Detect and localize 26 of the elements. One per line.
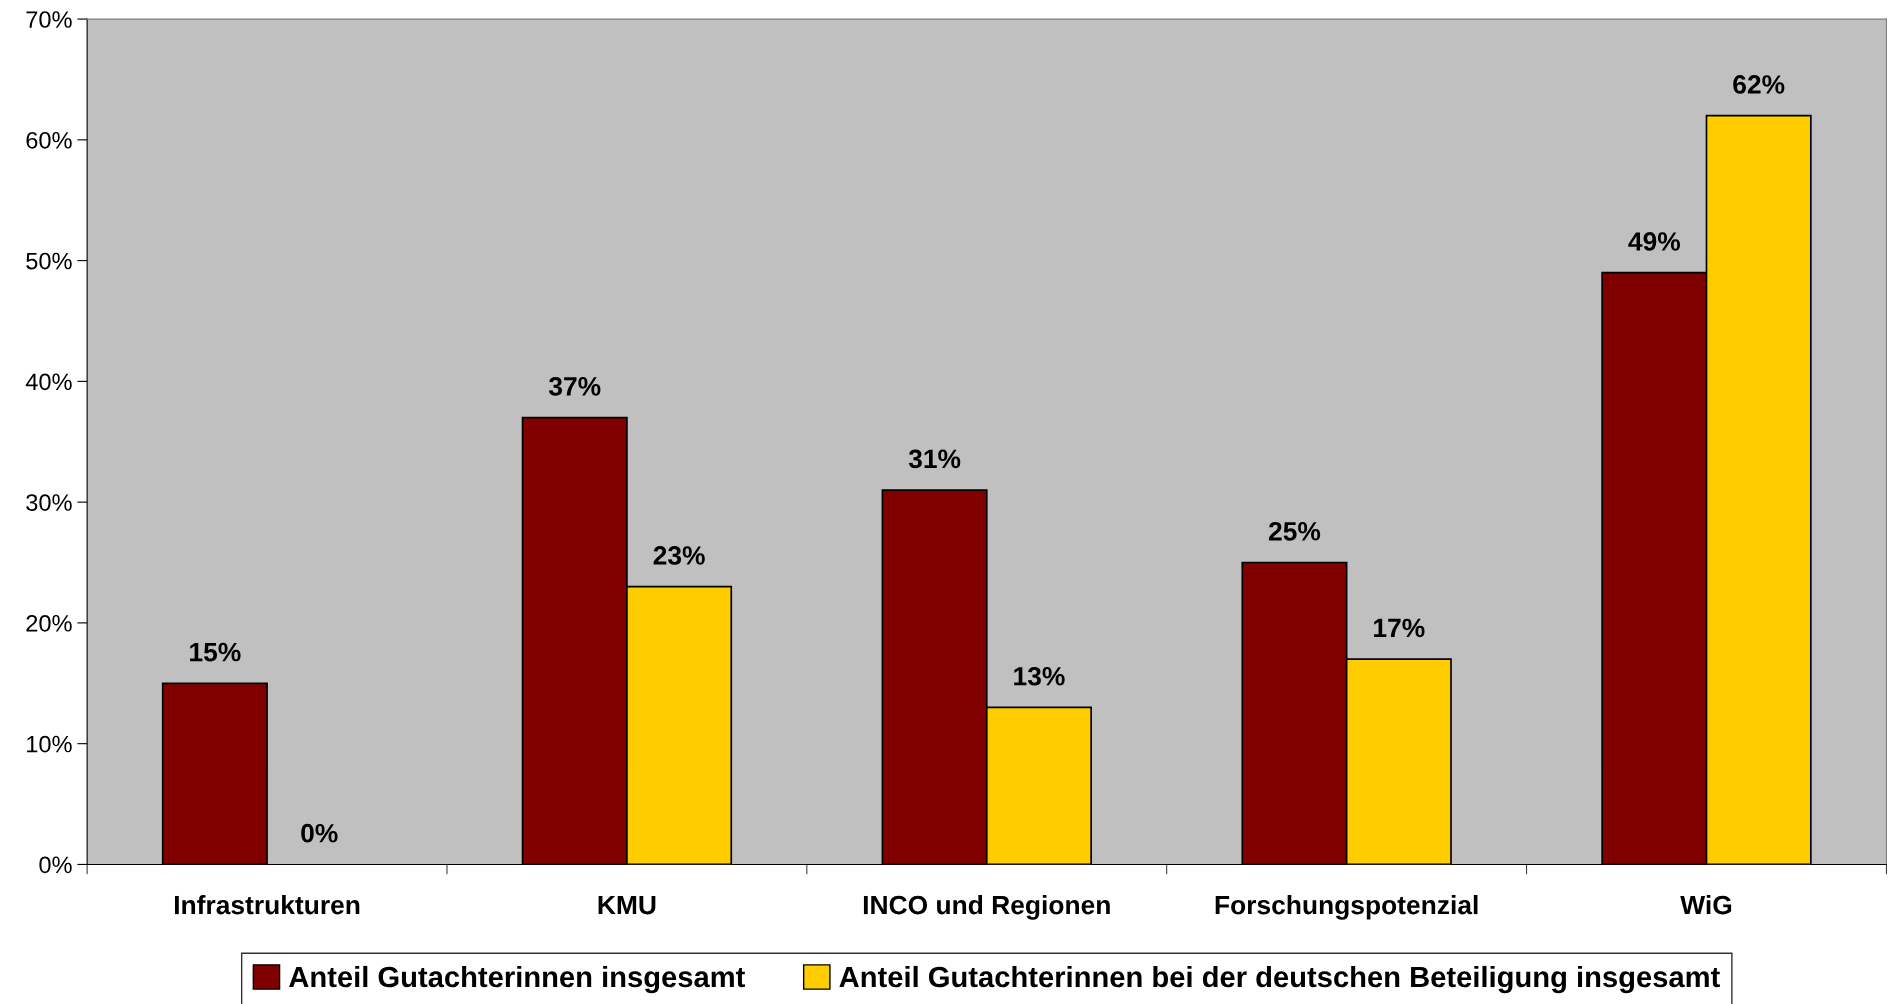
- y-tick-label: 60%: [26, 131, 72, 149]
- text: 37%: [548, 377, 601, 396]
- y-tick-label: 70%: [26, 11, 72, 28]
- x-tick-label: Forschungspotenzial: [1215, 895, 1478, 920]
- bar: [161, 682, 268, 865]
- y-tick-label: 40%: [25, 373, 72, 391]
- text: 25%: [1268, 521, 1321, 541]
- x-tick-label: WiG: [1680, 895, 1732, 915]
- y-tick-label: 20%: [26, 614, 72, 632]
- text: 49%: [1628, 232, 1681, 251]
- text: 17%: [1374, 618, 1425, 638]
- y-tick-label: 10%: [27, 735, 72, 753]
- text: 13%: [1014, 666, 1065, 686]
- legend-label: Anteil Gutachterinnen bei der deutschen Beteiligung insgesamt: [839, 965, 1720, 994]
- legend-label: Anteil Gutachterinnen insgesamt: [289, 965, 745, 994]
- text: 62%: [1733, 75, 1785, 94]
- y-tick-label: 0%: [39, 856, 72, 874]
- text: 0%: [301, 823, 338, 843]
- text: 15%: [190, 642, 241, 662]
- x-tick-label: KMU: [598, 895, 656, 915]
- y-tick-label: 30%: [26, 494, 72, 511]
- x-tick-label: Infrastrukturen: [174, 895, 360, 915]
- text: 31%: [908, 449, 961, 469]
- x-tick-label: INCO und Regionen: [863, 895, 1110, 920]
- text: 23%: [653, 546, 705, 565]
- y-tick-label: 50%: [26, 252, 72, 270]
